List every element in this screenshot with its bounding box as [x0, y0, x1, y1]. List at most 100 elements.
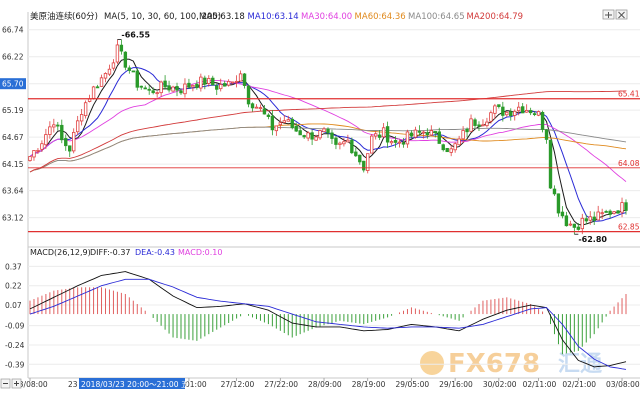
candle-body	[600, 212, 604, 215]
candle-body	[580, 217, 584, 230]
candle-body	[68, 145, 72, 152]
candle	[127, 65, 132, 74]
candle-body	[409, 132, 414, 137]
time-tick-12: 03/08:00	[606, 380, 640, 389]
candle-body	[187, 82, 191, 88]
candle	[40, 140, 44, 152]
candle-body	[171, 86, 175, 92]
candle	[540, 110, 545, 133]
candle	[358, 154, 362, 165]
close-button[interactable]	[615, 9, 628, 20]
candle	[274, 125, 279, 136]
candle-body	[330, 132, 334, 139]
candle-body	[497, 104, 501, 107]
candle	[342, 137, 346, 147]
candle	[334, 135, 338, 150]
candle	[103, 72, 108, 83]
candle-body	[513, 110, 517, 116]
candle-body	[32, 150, 36, 158]
candle-body	[381, 127, 386, 138]
candle	[175, 82, 179, 97]
candle	[421, 130, 426, 139]
candle	[68, 145, 72, 158]
candle	[179, 88, 183, 95]
price-tick-0: 66.74	[2, 26, 24, 35]
candle	[346, 134, 350, 143]
candle-body	[461, 130, 465, 140]
macd-diff-label: DIFF:-0.37	[90, 248, 131, 257]
ma-legend-item-2: MA30:64.00	[301, 12, 352, 22]
candle	[521, 102, 525, 114]
zoom-in-button[interactable]	[11, 378, 22, 389]
ma-legend-item-1: MA10:63.14	[248, 12, 299, 22]
candle-body	[370, 135, 374, 154]
candle	[72, 128, 76, 154]
candle-body	[139, 85, 143, 88]
candle	[405, 129, 410, 148]
candle-body	[489, 112, 493, 122]
candle-body	[147, 88, 151, 91]
candle	[203, 75, 207, 90]
candle-body	[505, 111, 509, 116]
candle-body	[64, 138, 68, 147]
candle	[262, 105, 267, 115]
candle	[425, 128, 430, 139]
candle-body	[572, 223, 577, 228]
ma-line-200	[29, 90, 627, 173]
candle-body	[358, 154, 362, 163]
candle-body	[334, 137, 338, 145]
candle-body	[44, 134, 48, 146]
candle	[624, 199, 628, 215]
candle-body	[532, 113, 537, 116]
candle-body	[588, 216, 592, 221]
candle-body	[393, 140, 398, 143]
plus-icon	[14, 381, 19, 386]
candle	[286, 115, 290, 122]
candle-body	[322, 128, 326, 133]
candle	[36, 148, 40, 154]
candle	[441, 143, 445, 152]
candle-body	[56, 124, 60, 127]
candle-body	[385, 126, 390, 143]
candle-body	[195, 83, 199, 89]
candle-body	[517, 106, 521, 112]
candle-body	[203, 77, 207, 85]
crosshair-time-label: 2018/03/23 20:00～21:00 五	[79, 378, 189, 389]
candle-body	[417, 130, 422, 133]
candle-body	[560, 211, 565, 217]
candle-body	[72, 131, 76, 152]
level-label-0: 65.41	[618, 90, 640, 99]
candle	[310, 129, 314, 146]
candle	[131, 70, 135, 73]
zoom-out-button[interactable]	[0, 378, 11, 389]
settings-button[interactable]	[602, 9, 615, 20]
candle	[485, 117, 489, 128]
candle	[437, 127, 441, 144]
candle	[294, 122, 298, 132]
candle-body	[469, 118, 473, 132]
candle-body	[234, 80, 239, 83]
ma-prefix: MA(5, 10, 30, 60, 100, 200)	[104, 12, 221, 22]
candle	[44, 128, 48, 149]
macd-dea-line	[29, 278, 627, 370]
candle-body	[350, 139, 354, 154]
candle	[250, 102, 255, 112]
candle	[564, 211, 569, 227]
candle	[481, 119, 485, 127]
candle	[28, 156, 32, 162]
candle	[445, 147, 449, 153]
candle	[616, 209, 620, 214]
candle-body	[552, 188, 557, 195]
candle-body	[604, 211, 608, 213]
candle	[254, 104, 259, 109]
candle-body	[592, 216, 596, 221]
candle	[107, 64, 112, 77]
candle-body	[389, 141, 394, 144]
price-axis: 66.74 66.22 65.70 65.19 64.67 64.15 63.64 63.12	[2, 26, 640, 223]
candle-body	[457, 138, 461, 146]
macd-dea-label: DEA:-0.43	[135, 248, 175, 257]
candle	[147, 84, 151, 95]
candle-body	[310, 132, 314, 140]
